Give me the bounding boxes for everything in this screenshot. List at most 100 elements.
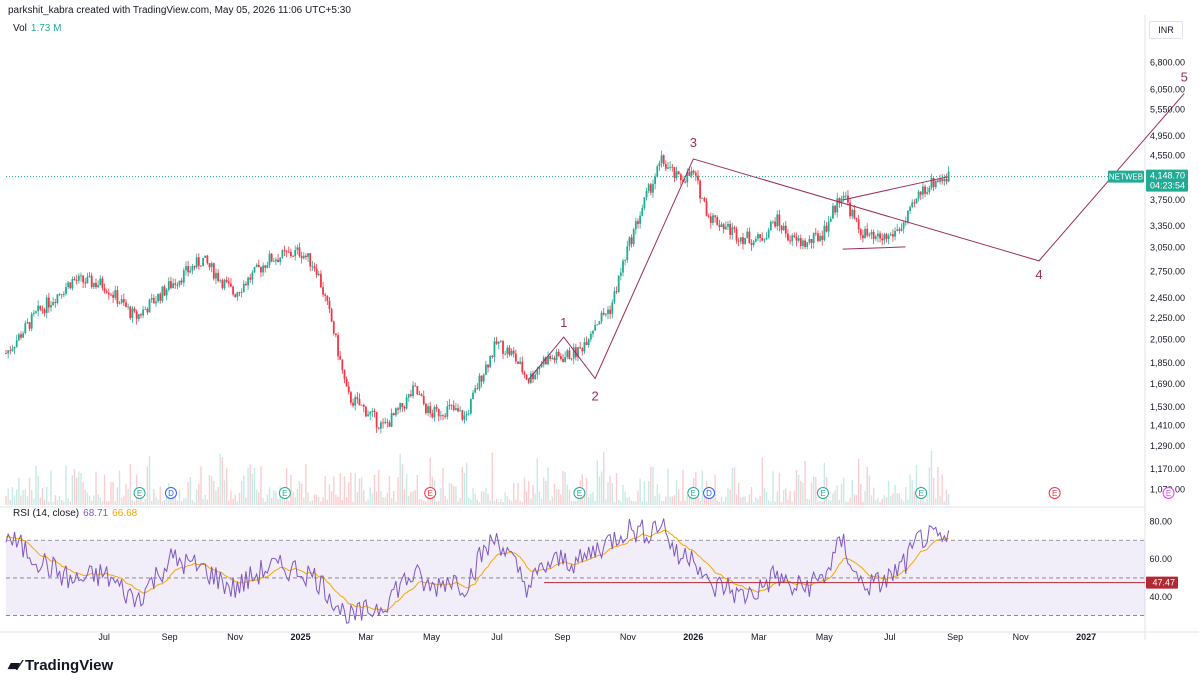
candle-body: [95, 282, 97, 288]
candle-body: [682, 179, 684, 182]
volume-bar: [632, 501, 635, 505]
volume-bar: [804, 460, 806, 505]
currency-badge[interactable]: INR: [1149, 21, 1183, 39]
candle-body: [763, 239, 766, 241]
volume-bar: [731, 468, 733, 505]
volume-bar: [412, 491, 414, 505]
volume-bar: [543, 477, 545, 505]
candle-body: [600, 312, 603, 322]
candle-body: [234, 294, 237, 297]
volume-bar: [827, 499, 830, 505]
volume-bar: [566, 484, 568, 505]
volume-bar: [815, 477, 817, 505]
volume-bar: [812, 476, 815, 505]
candle-body: [279, 257, 282, 263]
candle-body: [157, 293, 160, 302]
volume-bar: [401, 464, 404, 505]
elliott-wave-lines: 1 2 3 4 5: [527, 69, 1188, 404]
volume-bar: [924, 501, 926, 505]
volume-bar: [348, 482, 350, 505]
candle-body: [285, 251, 288, 253]
volume-bar: [375, 491, 378, 505]
volume-bar: [324, 476, 326, 505]
candle-body: [463, 415, 466, 420]
candle-body: [744, 238, 747, 244]
volume-bar: [43, 499, 46, 505]
volume-bar: [296, 488, 299, 505]
candle-body: [54, 302, 57, 304]
volume-bar: [11, 486, 14, 505]
volume-bar: [883, 495, 886, 505]
volume-bar: [896, 493, 898, 505]
volume-bar: [367, 499, 369, 505]
time-tick-label: 2026: [683, 632, 703, 642]
volume-bar: [440, 487, 442, 505]
volume-bar: [508, 499, 511, 505]
candle-body: [217, 272, 219, 281]
volume-bar: [819, 500, 821, 505]
volume-bar: [909, 474, 911, 505]
candle-body: [300, 256, 303, 259]
brand-footer[interactable]: ▰⁄ TradingView: [8, 656, 113, 675]
volume-bar: [414, 490, 416, 505]
candle-body: [504, 353, 507, 355]
volume-bar: [405, 473, 408, 505]
candle-body: [32, 312, 35, 314]
price-tick-label: 2,750.00: [1150, 267, 1185, 277]
price-tick-label: 1,530.00: [1150, 402, 1185, 412]
volume-bar: [88, 495, 91, 505]
volume-bar: [320, 501, 322, 505]
volume-bar: [817, 501, 819, 505]
candle-body: [45, 297, 48, 314]
volume-bar: [875, 500, 877, 505]
candle-body: [397, 408, 399, 410]
candle-body: [639, 215, 642, 224]
candle-body: [82, 275, 85, 283]
candle-body: [367, 414, 369, 417]
candle-body: [454, 408, 457, 411]
volume-bar: [930, 450, 933, 505]
volume-bar: [26, 496, 29, 505]
candle-body: [337, 335, 339, 357]
candle-body: [579, 347, 582, 349]
volume-bar: [275, 491, 277, 505]
volume-bar: [596, 460, 598, 505]
candle-body: [371, 410, 374, 413]
volume-bar: [588, 496, 590, 505]
volume-bar: [806, 498, 808, 505]
candle-body: [148, 299, 151, 313]
volume-bar: [797, 474, 800, 505]
candle-body: [232, 286, 234, 295]
volume-bar: [161, 501, 164, 505]
candle-body: [709, 216, 712, 223]
candle-body: [669, 166, 672, 168]
volume-bar: [528, 481, 530, 505]
candle-body: [309, 253, 312, 267]
candle-body: [281, 250, 284, 258]
candle-body: [549, 356, 552, 359]
volume-bar: [500, 499, 502, 505]
price-tick-label: 1,410.00: [1150, 421, 1185, 431]
volume-bar: [519, 500, 521, 505]
volume-bar: [24, 488, 26, 505]
candle-body: [877, 233, 879, 237]
price-tick-label: 1,290.00: [1150, 441, 1185, 451]
candle-body: [632, 229, 635, 245]
volume-bar: [915, 464, 918, 505]
volume-bar: [759, 496, 761, 505]
volume-bar: [217, 487, 219, 505]
candle-body: [872, 231, 875, 239]
volume-bar: [603, 452, 605, 505]
volume-bar: [388, 475, 391, 505]
candle-body: [844, 195, 847, 197]
candle-body: [56, 294, 59, 304]
volume-bar: [146, 466, 149, 505]
candle-body: [180, 280, 183, 283]
volume-bar: [830, 500, 832, 505]
candle-body: [88, 275, 91, 277]
candle-body: [889, 234, 892, 236]
candle-body: [532, 373, 534, 380]
candle-body: [249, 277, 252, 280]
grid: [0, 15, 1199, 640]
